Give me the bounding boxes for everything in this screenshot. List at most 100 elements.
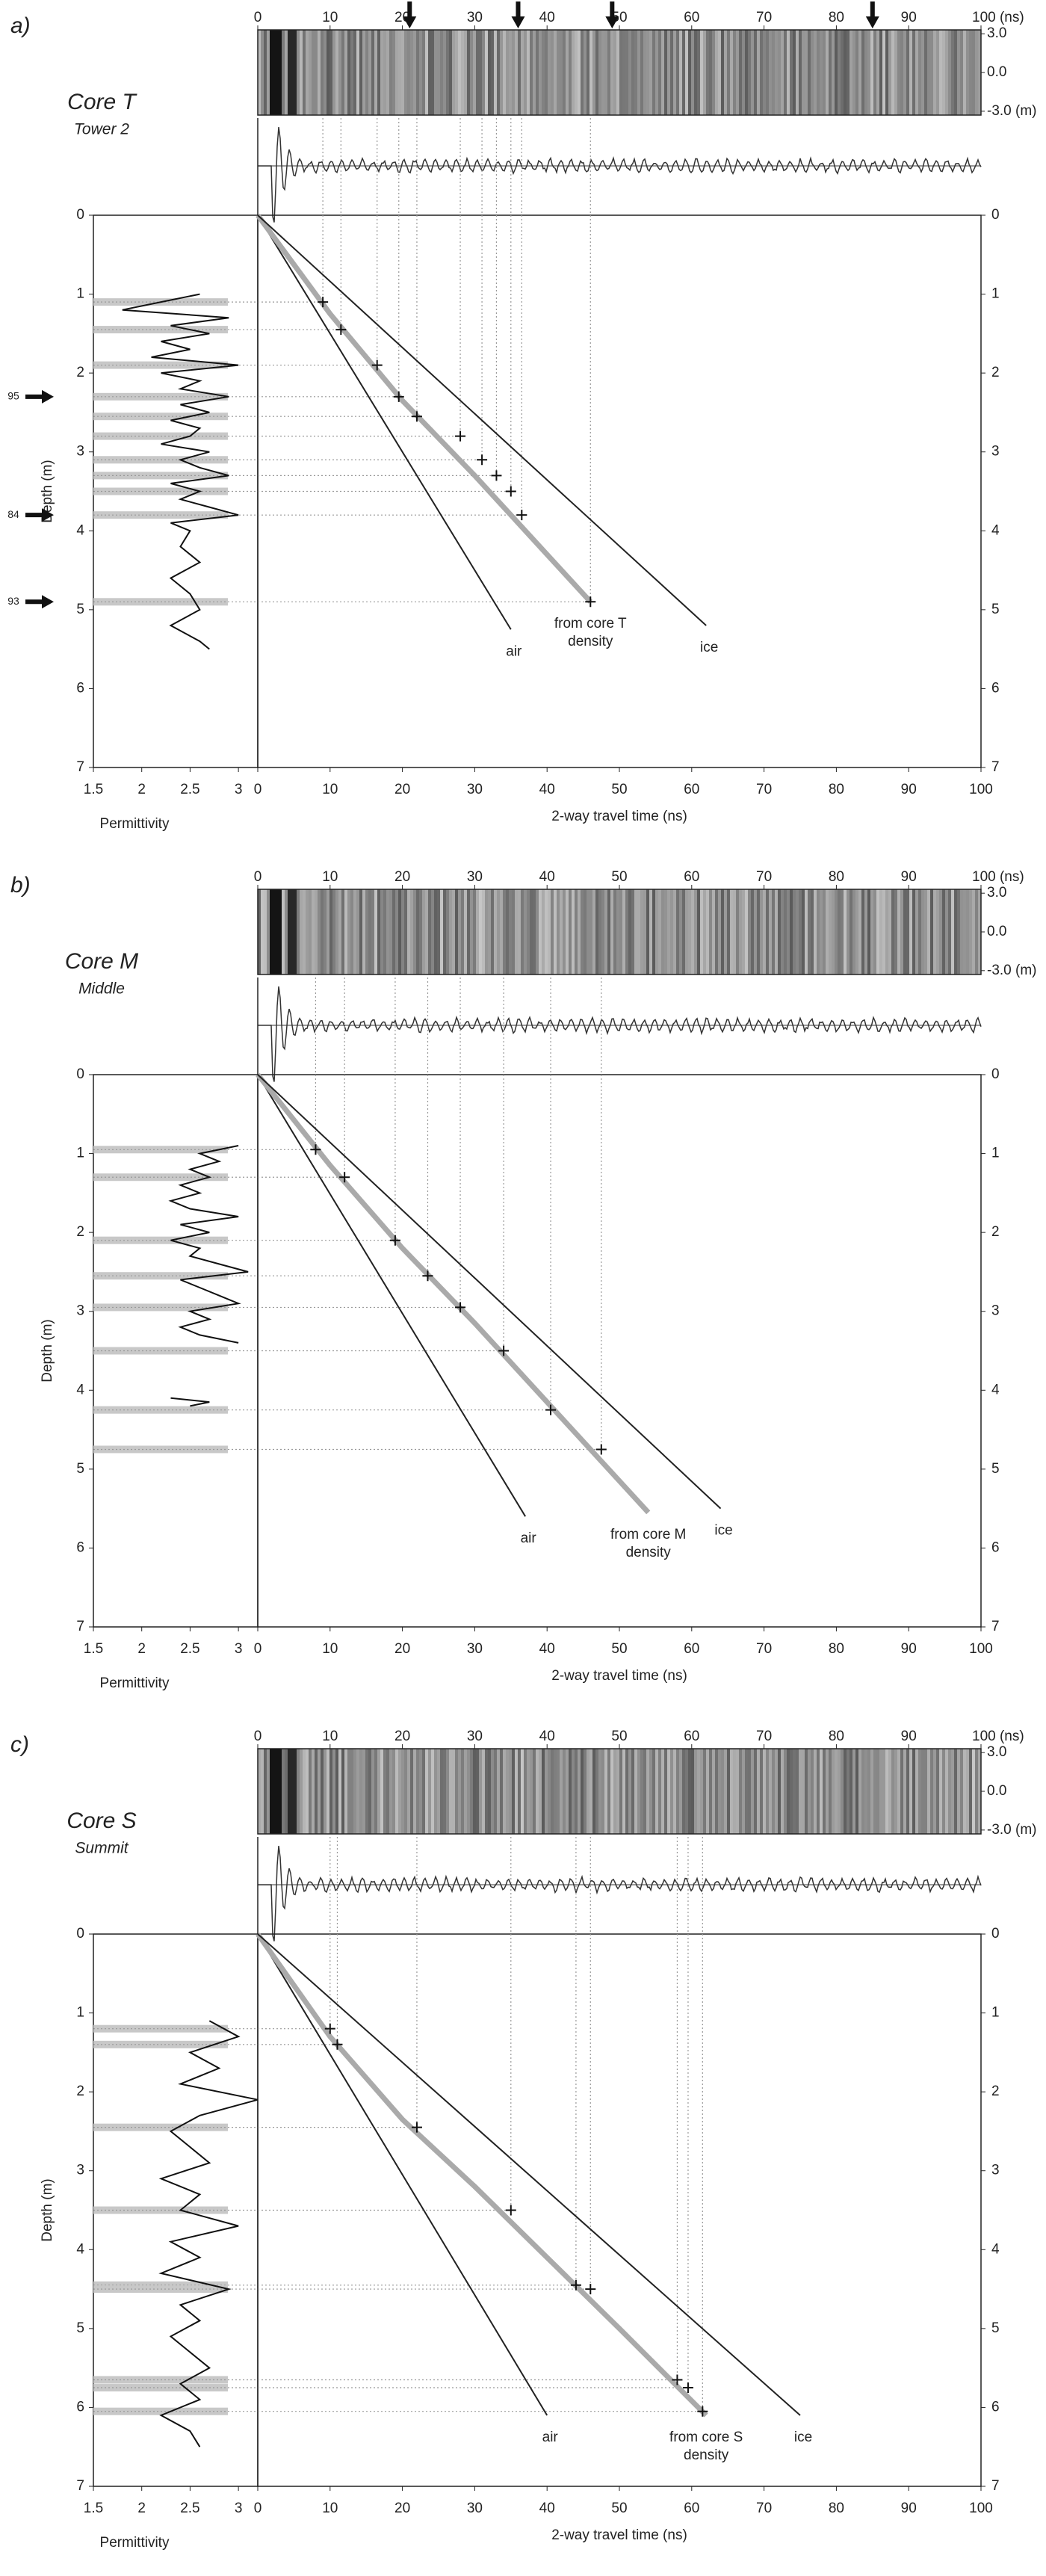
top-time-tick-label: 40	[539, 869, 555, 885]
radargram-stripe	[589, 1749, 592, 1834]
radargram-stripe	[936, 1749, 939, 1834]
radargram-stripe	[359, 1749, 362, 1834]
radargram-stripe	[607, 889, 610, 975]
radargram-stripe	[422, 889, 425, 975]
radargram-stripe	[805, 1749, 808, 1834]
radargram-stripe	[885, 889, 888, 975]
radargram-stripe	[894, 1749, 897, 1834]
radargram-stripe	[318, 889, 321, 975]
radargram-stripe	[554, 889, 557, 975]
radargram-stripe	[864, 30, 867, 115]
time-tick-label: 80	[829, 782, 844, 797]
radargram-stripe	[563, 889, 566, 975]
radargram-stripe	[533, 889, 536, 975]
radargram	[258, 889, 981, 975]
radargram-stripe	[891, 1749, 894, 1834]
radargram-stripe	[622, 889, 625, 975]
pick-marker	[585, 2284, 596, 2295]
radargram-stripe	[933, 1749, 936, 1834]
radargram-stripe	[888, 889, 891, 975]
radargram-stripe	[297, 1749, 300, 1834]
radargram-stripe	[276, 1749, 279, 1834]
radargram-stripe	[643, 889, 646, 975]
radargram-stripe	[664, 30, 667, 115]
permittivity-tick-label: 1.5	[84, 2501, 103, 2516]
radargram-stripe	[446, 1749, 449, 1834]
radargram-stripe	[712, 30, 715, 115]
radargram-stripe	[566, 30, 569, 115]
radargram-stripe	[551, 30, 554, 115]
radargram-stripe	[852, 30, 855, 115]
radargram-stripe	[745, 30, 748, 115]
radargram-stripe	[488, 889, 491, 975]
radargram-stripe	[551, 889, 554, 975]
line-label: from core M density	[610, 1527, 686, 1560]
radargram-stripe	[452, 30, 455, 115]
radargram-stripe	[581, 30, 584, 115]
radargram-stripe	[861, 30, 864, 115]
permittivity-tick-label: 3	[235, 2501, 243, 2516]
time-tick-label: 40	[539, 782, 555, 797]
radargram-stripe	[700, 1749, 703, 1834]
core-subtitle: Summit	[75, 1840, 129, 1857]
amplitude-tick-label: 0.0	[987, 924, 1006, 939]
radargram-stripe	[365, 1749, 368, 1834]
time-tick-label: 0	[254, 2501, 262, 2516]
pick-marker	[411, 411, 422, 422]
top-arrow	[605, 1, 619, 28]
radargram-stripe	[850, 889, 852, 975]
pick-marker	[697, 2406, 708, 2417]
depth-tick-label-right: 6	[991, 1539, 1000, 1555]
radargram-stripe	[631, 30, 634, 115]
radargram-stripe	[876, 889, 879, 975]
radargram-stripe	[476, 1749, 479, 1834]
velocity-line	[257, 214, 512, 630]
radargram-stripe	[870, 889, 873, 975]
radargram-stripe	[664, 889, 667, 975]
radargram-stripe	[891, 30, 894, 115]
radargram-stripe	[589, 889, 592, 975]
velocity-line	[256, 1932, 708, 2418]
radargram-stripe	[691, 1749, 694, 1834]
radargram-stripe	[578, 1749, 581, 1834]
radargram-stripe	[392, 1749, 395, 1834]
radargram-stripe	[628, 30, 631, 115]
radargram-stripe	[694, 30, 697, 115]
radargram-stripe	[321, 1749, 324, 1834]
radargram-stripe	[303, 30, 306, 115]
radargram-stripe	[604, 889, 607, 975]
radargram-stripe	[619, 1749, 622, 1834]
permittivity-axis-title: Permittivity	[100, 2535, 170, 2551]
radargram-stripe	[855, 889, 858, 975]
radargram-stripe	[927, 889, 930, 975]
radargram-stripe	[488, 1749, 491, 1834]
radargram-stripe	[610, 30, 613, 115]
radargram-stripe	[852, 889, 855, 975]
pick-marker	[393, 391, 404, 402]
radargram-stripe	[566, 889, 569, 975]
core-marker-label: 95	[7, 390, 19, 402]
radargram-stripe	[640, 1749, 643, 1834]
top-time-tick-label: 70	[756, 869, 772, 885]
amplitude-tick-label: 0.0	[987, 1783, 1006, 1799]
radargram-stripe	[524, 30, 527, 115]
depth-tick-label-left: 3	[76, 2163, 84, 2178]
radargram-stripe	[509, 889, 512, 975]
radargram-stripe	[613, 1749, 616, 1834]
radargram-stripe	[377, 1749, 380, 1834]
depth-tick-label-left: 3	[76, 1303, 84, 1319]
radargram-stripe	[524, 889, 527, 975]
radargram-stripe	[775, 889, 778, 975]
radargram-stripe	[616, 889, 619, 975]
radargram-stripe	[584, 1749, 587, 1834]
radargram-stripe	[972, 1749, 975, 1834]
top-time-tick-label: 0	[254, 869, 262, 885]
radargram-stripe	[787, 889, 790, 975]
radargram-stripe	[885, 1749, 888, 1834]
radargram-stripe	[891, 889, 894, 975]
core-title: Core M	[65, 949, 138, 974]
radargram-stripe	[560, 30, 563, 115]
radargram-stripe	[530, 1749, 533, 1834]
radargram-stripe	[855, 30, 858, 115]
radargram-stripe	[276, 889, 279, 975]
